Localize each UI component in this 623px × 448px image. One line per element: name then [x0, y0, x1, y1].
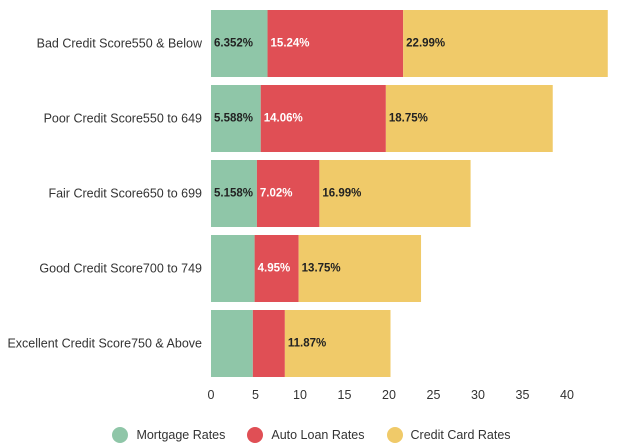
- bar-segment-credit-card-rates: [298, 235, 422, 302]
- category-label: Excellent Credit Score750 & Above: [7, 337, 202, 351]
- category-label: Good Credit Score700 to 749: [39, 262, 202, 276]
- category-label: Bad Credit Score550 & Below: [37, 37, 203, 51]
- data-label: 16.99%: [322, 188, 361, 200]
- x-tick-label: 5: [252, 388, 259, 402]
- legend-swatch: [247, 427, 264, 443]
- x-tick-label: 40: [560, 388, 574, 402]
- data-label: 5.588%: [214, 113, 253, 125]
- legend-item: Auto Loan Rates: [247, 427, 365, 443]
- x-tick-label: 10: [293, 388, 307, 402]
- category-label: Fair Credit Score650 to 699: [48, 187, 202, 201]
- bar-segment-mortgage-rates: [211, 85, 261, 152]
- x-tick-label: 35: [516, 388, 530, 402]
- data-label: 5.158%: [214, 188, 253, 200]
- stacked-bar-chart: Bad Credit Score550 & Below 6.352% 15.24% 2…: [7, 10, 608, 402]
- x-tick-label: 15: [338, 388, 352, 402]
- bar-segment-auto-loan-rates: [256, 160, 320, 227]
- legend-item: Mortgage Rates: [112, 427, 225, 443]
- category-label: Poor Credit Score550 to 649: [44, 112, 202, 126]
- bar-segment-mortgage-rates: [211, 10, 268, 77]
- bar-segment-auto-loan-rates: [252, 310, 285, 377]
- bar-segment-mortgage-rates: [211, 160, 257, 227]
- data-label: 15.24%: [271, 38, 310, 50]
- data-label: 11.87%: [288, 338, 326, 350]
- bar-segment-auto-loan-rates: [267, 10, 404, 77]
- legend-swatch: [386, 427, 403, 443]
- data-label: 13.75%: [302, 263, 341, 275]
- x-tick-label: 25: [427, 388, 441, 402]
- legend-swatch: [112, 427, 129, 443]
- legend-item: Credit Card Rates: [386, 427, 511, 443]
- x-tick-label: 30: [471, 388, 485, 402]
- data-label: 18.75%: [389, 113, 428, 125]
- legend-label: Mortgage Rates: [136, 428, 226, 442]
- bar-segment-mortgage-rates: [211, 310, 253, 377]
- bar-segment-mortgage-rates: [211, 235, 255, 302]
- bar-segment-credit-card-rates: [284, 310, 391, 377]
- data-label: 6.352%: [214, 38, 253, 50]
- bar-segment-credit-card-rates: [403, 10, 608, 77]
- bar-segment-auto-loan-rates: [260, 85, 386, 152]
- bar-segment-credit-card-rates: [319, 160, 471, 227]
- legend-label: Auto Loan Rates: [271, 428, 365, 442]
- data-label: 22.99%: [406, 38, 445, 50]
- legend: Mortgage Rates Auto Loan Rates Credit Card…: [0, 424, 623, 446]
- bar-segment-credit-card-rates: [385, 85, 553, 152]
- x-tick-label: 0: [208, 388, 215, 402]
- data-label: 14.06%: [264, 113, 303, 125]
- data-label: 4.95%: [258, 263, 291, 275]
- legend-label: Credit Card Rates: [410, 428, 511, 442]
- data-label: 7.02%: [260, 188, 293, 200]
- x-tick-label: 20: [382, 388, 396, 402]
- bar-segment-auto-loan-rates: [254, 235, 299, 302]
